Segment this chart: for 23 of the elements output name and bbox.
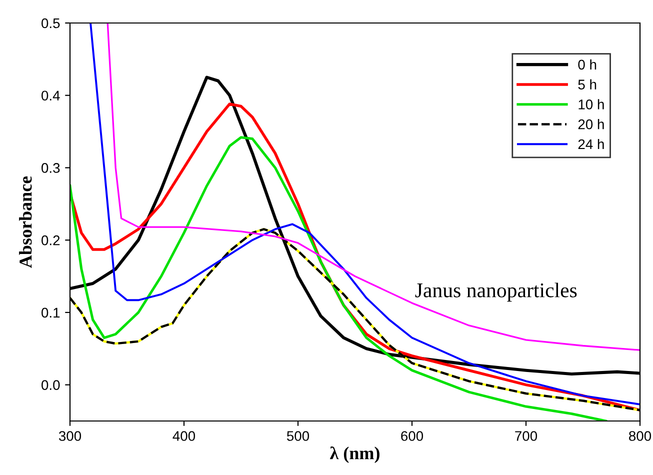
x-axis-title: λ (nm) (330, 446, 380, 464)
x-tick-label: 700 (515, 431, 538, 441)
legend-label: 20 h (578, 119, 604, 130)
y-tick-label: 0.0 (42, 380, 60, 390)
x-tick-label: 300 (58, 431, 82, 441)
line-series (106, 23, 640, 351)
y-tick-label: 0.4 (42, 90, 60, 101)
legend-label: 5 h (578, 79, 596, 90)
annotation: Janus nanoparticles (415, 282, 577, 302)
y-tick-label: 0.2 (42, 235, 60, 246)
y-axis-title: Absorbance (19, 176, 32, 268)
y-tick-label: 0.1 (42, 308, 60, 318)
y-tick-label: 0.3 (42, 163, 60, 173)
legend-label: 0 h (578, 59, 596, 70)
legend-label: 10 h (578, 99, 604, 110)
x-tick-label: 800 (629, 431, 652, 441)
x-tick-label: 600 (401, 431, 424, 441)
legend-label: 24 h (578, 138, 604, 150)
line-series (90, 23, 640, 406)
y-tick-label: 0.5 (42, 18, 60, 28)
x-tick-label: 500 (286, 431, 310, 441)
x-tick-label: 400 (172, 431, 196, 441)
line-series (70, 136, 608, 421)
